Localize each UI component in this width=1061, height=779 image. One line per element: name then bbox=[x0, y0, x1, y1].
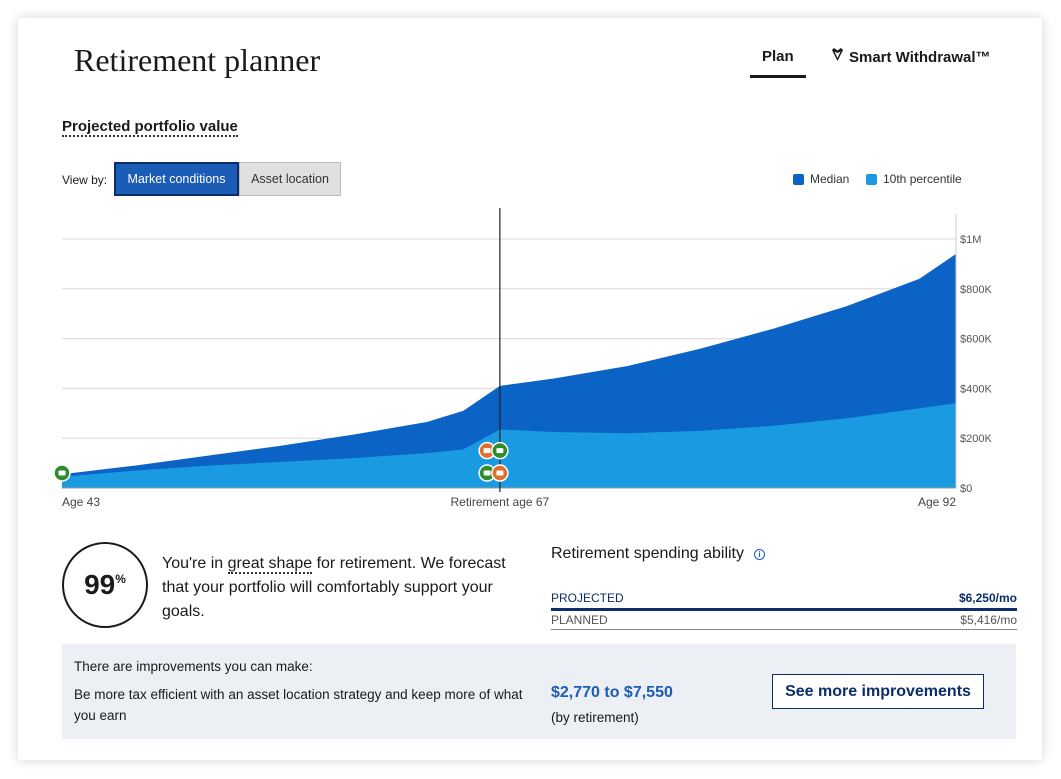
planned-row: PLANNED $5,416/mo bbox=[551, 613, 1017, 630]
tab-plan[interactable]: Plan bbox=[750, 48, 806, 78]
improvements-panel: There are improvements you can make: Be … bbox=[62, 644, 1016, 739]
y-tick-label: $0 bbox=[960, 483, 972, 495]
planned-value: $5,416/mo bbox=[960, 613, 1017, 627]
x-tick-label: Age 92 bbox=[918, 495, 956, 509]
score-text-highlight[interactable]: great shape bbox=[227, 555, 313, 574]
portfolio-chart: $0 $200K $400K $600K $800K $1M Age 43 Retiremen… bbox=[53, 208, 992, 509]
legend-median-swatch bbox=[793, 173, 804, 185]
y-tick-label: $1M bbox=[960, 234, 981, 246]
view-asset-location-button[interactable]: Asset location bbox=[239, 162, 341, 196]
legend-10th-label: 10th percentile bbox=[883, 172, 962, 186]
success-score-unit: % bbox=[115, 572, 126, 586]
score-message: You're in great shape for retirement. We… bbox=[162, 552, 534, 624]
tab-smart-withdrawal[interactable]: Smart Withdrawal™ bbox=[831, 48, 991, 66]
piggy-bank-icon bbox=[53, 464, 71, 482]
tenth-percentile-area bbox=[62, 403, 956, 488]
y-tick-label: $600K bbox=[960, 334, 992, 346]
improvements-range: $2,770 to $7,550 bbox=[551, 684, 673, 701]
umbrella-icon bbox=[491, 464, 509, 482]
legend-10th-swatch bbox=[866, 173, 877, 185]
success-score-value: 99 bbox=[84, 569, 116, 600]
projected-row: PROJECTED $6,250/mo bbox=[551, 591, 1017, 611]
diamond-icon bbox=[831, 48, 844, 66]
planner-card: Retirement planner Plan Smart Withdrawal… bbox=[18, 18, 1042, 760]
money-icon bbox=[491, 441, 509, 460]
x-tick-label: Age 43 bbox=[62, 495, 100, 509]
see-more-improvements-button[interactable]: See more improvements bbox=[772, 674, 984, 709]
legend-median-label: Median bbox=[810, 172, 850, 186]
y-tick-label: $800K bbox=[960, 284, 992, 296]
y-tick-label: $200K bbox=[960, 433, 992, 445]
projected-value: $6,250/mo bbox=[958, 591, 1017, 605]
score-text-after: for retirement. We forecast that your po… bbox=[162, 555, 506, 620]
page-title: Retirement planner bbox=[74, 42, 321, 78]
improvements-heading: There are improvements you can make: bbox=[74, 659, 313, 674]
section-subtitle[interactable]: Projected portfolio value bbox=[62, 118, 238, 137]
projected-label: PROJECTED bbox=[551, 591, 624, 605]
improvements-body: Be more tax efficient with an asset loca… bbox=[74, 687, 523, 723]
tab-smart-withdrawal-label: Smart Withdrawal™ bbox=[849, 48, 991, 66]
info-icon[interactable]: i bbox=[754, 548, 765, 560]
view-by-label: View by: bbox=[62, 173, 108, 187]
legend-median: Median bbox=[793, 172, 849, 186]
legend-10th: 10th percentile bbox=[866, 172, 962, 186]
spending-ability-label: Retirement spending ability bbox=[551, 545, 744, 562]
planned-label: PLANNED bbox=[551, 613, 608, 627]
y-tick-label: $400K bbox=[960, 383, 992, 395]
spending-ability-title: Retirement spending ability i bbox=[551, 545, 765, 563]
improvements-note: (by retirement) bbox=[551, 710, 639, 725]
x-tick-label: Retirement age 67 bbox=[451, 495, 550, 509]
score-text-before: You're in bbox=[162, 555, 228, 572]
view-market-conditions-button[interactable]: Market conditions bbox=[114, 162, 239, 196]
success-score-circle: 99% bbox=[62, 542, 148, 628]
